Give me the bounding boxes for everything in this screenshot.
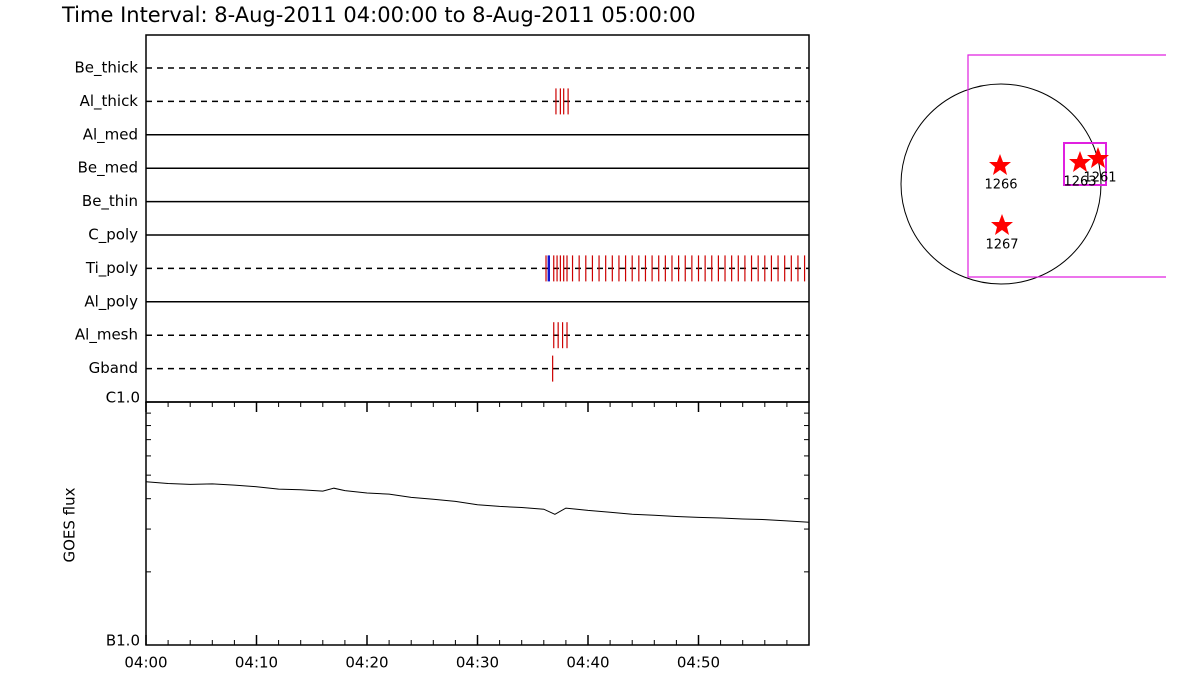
x-tick-label: 04:30 — [456, 654, 499, 672]
filter-label: C_poly — [88, 226, 138, 245]
fov-box — [967, 54, 1166, 278]
panel-frame — [145, 401, 810, 646]
region-star — [989, 154, 1011, 175]
y-tick-label: C1.0 — [106, 389, 140, 407]
region-label: 1267 — [985, 238, 1018, 253]
y-tick-label: B1.0 — [106, 632, 140, 650]
x-tick-label: 04:50 — [677, 654, 720, 672]
region-star — [1087, 147, 1109, 168]
filter-label: Al_med — [83, 125, 138, 144]
filter-label: Be_med — [78, 159, 138, 178]
x-tick-label: 04:10 — [235, 654, 278, 672]
x-tick-label: 04:00 — [124, 654, 167, 672]
filter-label: Gband — [89, 359, 138, 377]
panel-frame — [145, 34, 810, 403]
x-tick-label: 04:20 — [345, 654, 388, 672]
filter-label: Be_thick — [74, 59, 138, 78]
fov-box-small — [1063, 142, 1107, 186]
x-tick-label: 04:40 — [566, 654, 609, 672]
y-axis-label: GOES flux — [61, 487, 79, 562]
filter-label: Al_poly — [84, 292, 138, 311]
page-title: Time Interval: 8-Aug-2011 04:00:00 to 8-… — [61, 3, 696, 27]
region-label: 1261 — [1083, 171, 1116, 186]
flux-line — [145, 481, 810, 523]
region-label: 1263 — [1063, 175, 1096, 190]
filter-label: Ti_poly — [85, 259, 138, 278]
filter-label: Al_thick — [80, 92, 139, 111]
region-label: 1266 — [984, 178, 1017, 193]
filter-label: Al_mesh — [75, 326, 138, 345]
filter-label: Be_thin — [82, 192, 138, 211]
region-star — [1069, 151, 1091, 172]
region-star — [991, 214, 1013, 235]
context-map: 1266 1267 1263 1261 — [900, 54, 1166, 285]
